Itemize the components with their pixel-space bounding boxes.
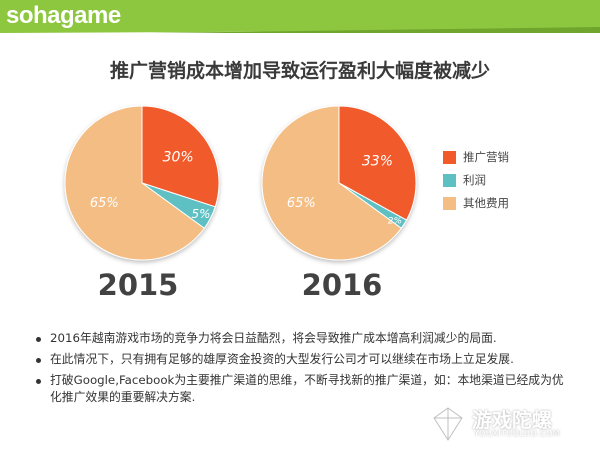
pie-slice-marketing xyxy=(141,105,220,208)
pie-slice-marketing xyxy=(338,105,417,221)
legend-swatch-marketing xyxy=(443,150,456,164)
pie-2015 xyxy=(64,105,220,261)
pie-label-profit: 5% xyxy=(191,207,210,221)
legend-item-marketing: 推广营销 xyxy=(443,146,509,168)
spinning-top-icon xyxy=(433,407,463,441)
header-green-band xyxy=(0,0,600,33)
legend-label-marketing: 推广营销 xyxy=(463,150,509,164)
legend-swatch-other xyxy=(443,196,456,210)
pie-label-marketing: 33% xyxy=(362,153,393,169)
bullet-dot-icon xyxy=(36,358,41,363)
pie-slice-other xyxy=(261,105,402,261)
pie-label-other: 65% xyxy=(90,196,119,211)
watermark-url: YOUXITUOLUO.COM xyxy=(474,429,561,438)
bullet-dot-icon xyxy=(36,337,41,342)
watermark: 游戏陀螺 YOUXITUOLUO.COM xyxy=(424,404,592,444)
legend-label-other: 其他费用 xyxy=(463,196,509,210)
pie-label-profit: 2% xyxy=(388,216,402,226)
pie-label-other: 65% xyxy=(287,196,316,211)
legend-item-profit: 利润 xyxy=(443,169,509,191)
legend: 推广营销 利润 其他费用 xyxy=(443,146,509,215)
legend-item-other: 其他费用 xyxy=(443,192,509,214)
bullet-dot-icon xyxy=(36,379,41,384)
page-title: 推广营销成本增加导致运行盈利大幅度被减少 xyxy=(109,60,490,82)
watermark-name: 游戏陀螺 xyxy=(472,408,552,432)
bullet-item: 打破Google,Facebook为主要推广渠道的思维，不断寻找新的推广渠道，如… xyxy=(34,372,574,406)
header-accent-stripe xyxy=(150,27,600,33)
sohagame-logo[interactable]: sohagame xyxy=(6,2,121,29)
legend-label-profit: 利润 xyxy=(463,173,486,187)
legend-swatch-profit xyxy=(443,173,456,187)
pie-2016 xyxy=(261,105,417,261)
bullet-text: 打破Google,Facebook为主要推广渠道的思维，不断寻找新的推广渠道，如… xyxy=(50,373,564,404)
bullet-text: 在此情况下，只有拥有足够的雄厚资金投资的大型发行公司才可以继续在市场上立足发展. xyxy=(50,352,514,366)
pie-label-marketing: 30% xyxy=(163,150,194,166)
header-bar xyxy=(0,0,600,33)
year-label-2016: 2016 xyxy=(301,268,383,302)
bullet-item: 在此情况下，只有拥有足够的雄厚资金投资的大型发行公司才可以继续在市场上立足发展. xyxy=(34,351,574,368)
bullet-text: 2016年越南游戏市场的竞争力将会日益酷烈，将会导致推广成本增高利润减少的局面. xyxy=(50,331,497,345)
bullet-list: 2016年越南游戏市场的竞争力将会日益酷烈，将会导致推广成本增高利润减少的局面.… xyxy=(34,330,574,410)
pie-slice-other xyxy=(64,105,205,261)
bullet-item: 2016年越南游戏市场的竞争力将会日益酷烈，将会导致推广成本增高利润减少的局面. xyxy=(34,330,574,347)
year-label-2015: 2015 xyxy=(97,268,179,302)
